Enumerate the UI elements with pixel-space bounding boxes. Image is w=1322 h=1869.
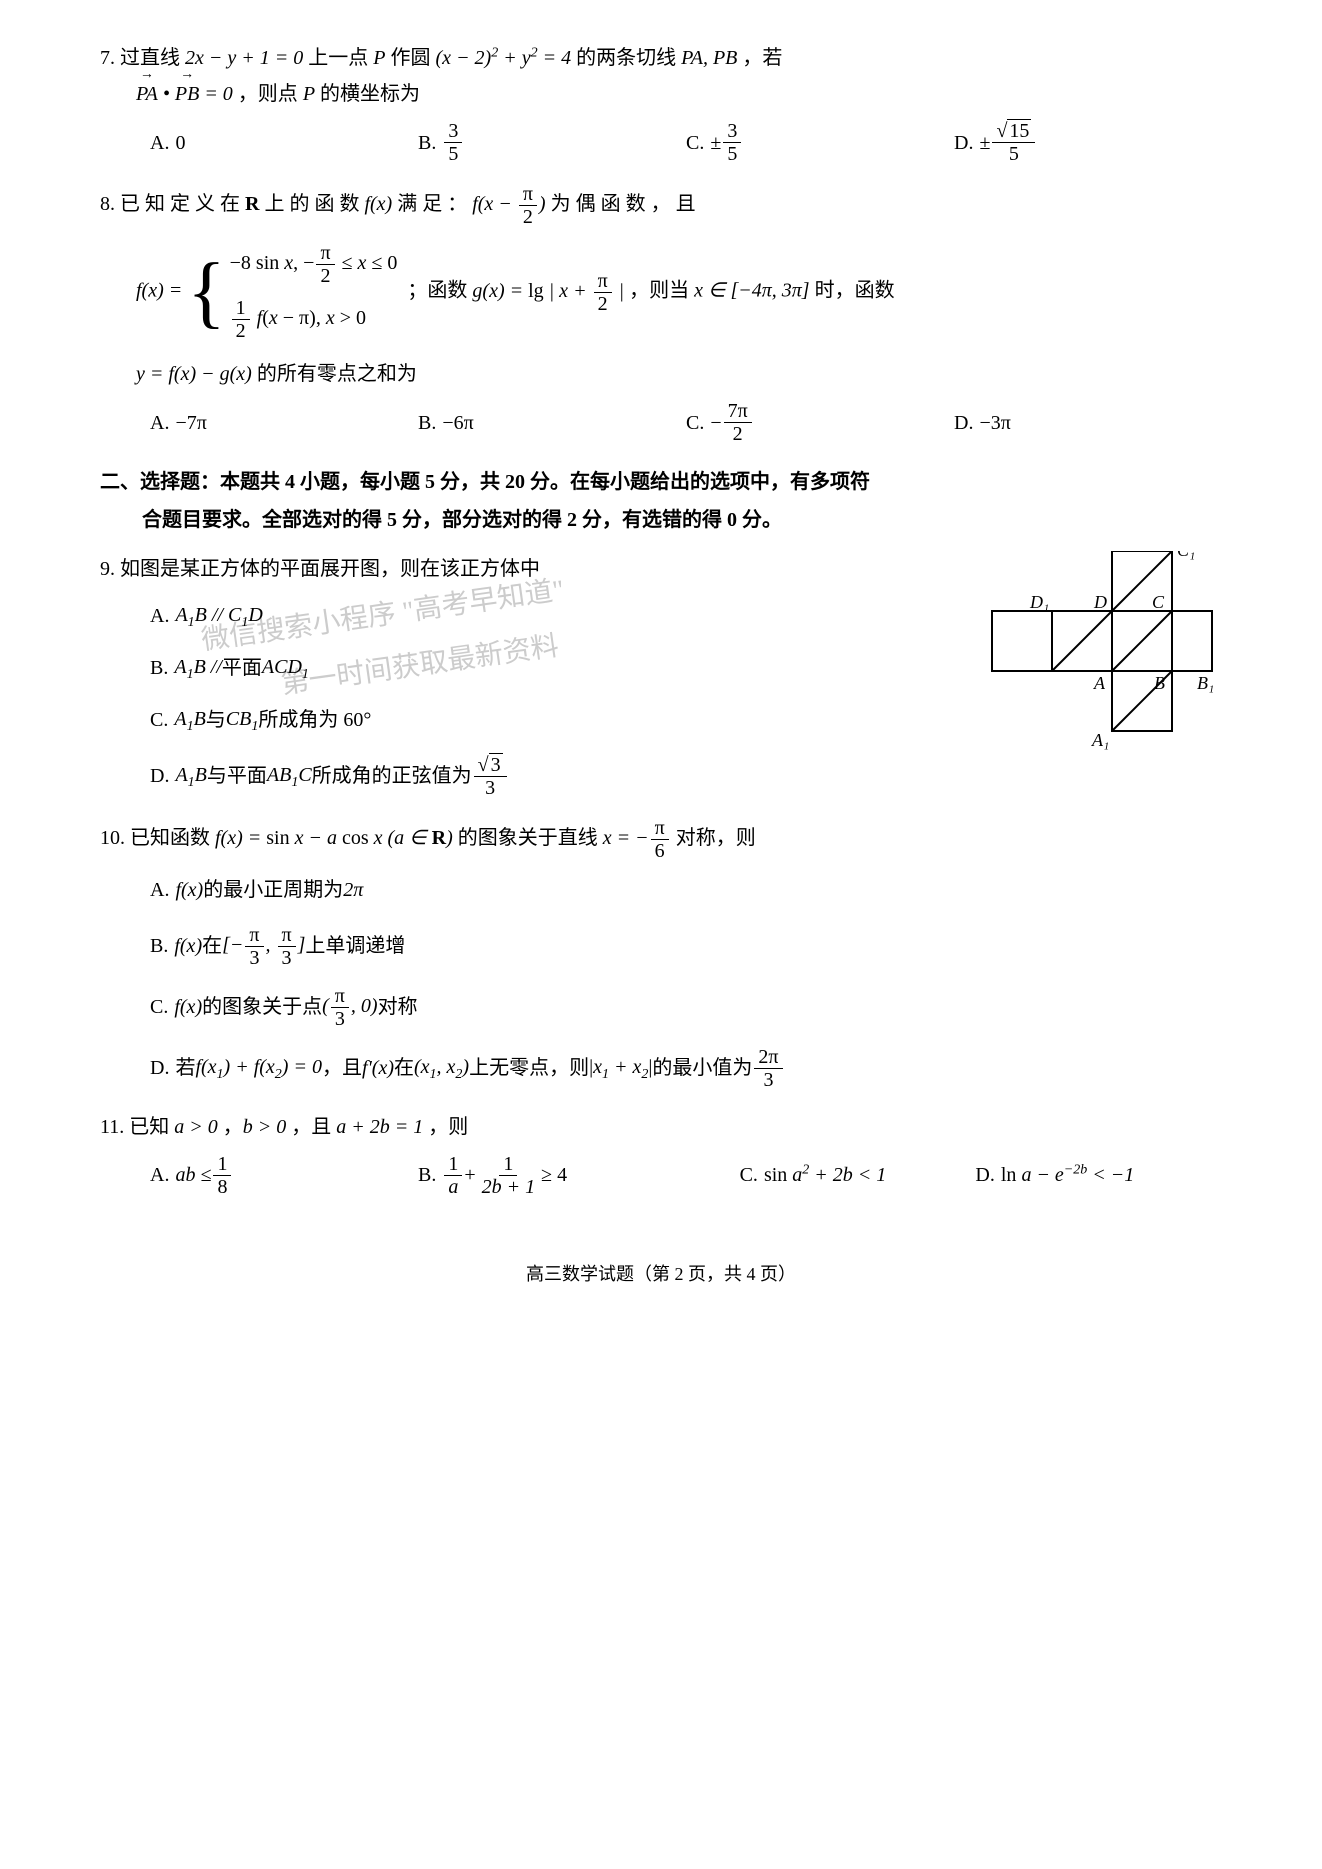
q8-stem-line1: 8. 已 知 定 义 在 R 上 的 函 数 f(x) 满 足 ： f(x − … [100,183,1222,228]
q7-option-c: C. ± 35 [686,120,954,165]
q9-option-c: C.A1B 与 CB1 所成角为 60° [150,701,912,739]
q11-option-c: C.sin a2 + 2b < 1 [740,1153,976,1198]
label-a1: A₁ [1091,730,1109,750]
q10-option-d: D.若 f(x1) + f(x2) = 0 ，且 f'(x) 在 (x1, x2… [150,1046,1222,1091]
label-c1: C₁ [1177,551,1195,560]
q7-option-d: D. ± 155 [954,120,1222,165]
q7-stem-line2: PA • PB = 0 ，则点 P 的横坐标为 [100,76,1222,112]
label-d: D [1093,592,1107,612]
question-7: 7. 过直线 2x − y + 1 = 0 上一点 P 作圆 (x − 2)2 … [100,40,1222,165]
q8-option-c: C. − 7π2 [686,400,954,445]
q11-option-d: D.ln a − e−2b < −1 [975,1153,1222,1198]
q9-option-d: D.A1B 与平面 AB1C 所成角的正弦值为 33 [150,754,912,799]
q7-number: 7. [100,47,115,69]
q8-piecewise: f(x) = { −8 sin x, −π2 ≤ x ≤ 0 12 f(x − … [100,242,1222,342]
q11-option-a: A.ab ≤ 18 [150,1153,418,1198]
question-8: 8. 已 知 定 义 在 R 上 的 函 数 f(x) 满 足 ： f(x − … [100,183,1222,445]
q8-option-b: B.−6π [418,400,686,445]
q7-option-b: B. 35 [418,120,686,165]
q10-stem: 10. 已知函数 f(x) = sin x − a cos x (a ∈ R) … [100,817,1222,862]
q7-options: A.0 B. 35 C. ± 35 D. ± 155 [100,120,1222,165]
label-a: A [1093,673,1106,693]
section-2-header: 二、选择题：本题共 4 小题，每小题 5 分，共 20 分。在每小题给出的选项中… [100,463,1222,539]
label-d1: D₁ [1029,592,1049,612]
label-b: B [1154,673,1165,693]
question-11: 11. 已知 a > 0 ，b > 0 ，且 a + 2b = 1 ，则 A.a… [100,1109,1222,1198]
label-c: C [1152,592,1165,612]
cube-net-svg: C₁ D₁ D C A B B₁ A₁ [922,551,1222,771]
q10-option-b: B.f(x) 在 [−π3, π3] 上单调递增 [150,924,1222,969]
q8-stem-line3: y = f(x) − g(x) 的所有零点之和为 [100,356,1222,392]
q8-option-a: A.−7π [150,400,418,445]
q8-options: A.−7π B.−6π C. − 7π2 D.−3π [100,400,1222,445]
q8-number: 8. [100,193,115,215]
q11-number: 11. [100,1116,124,1138]
q10-number: 10. [100,827,125,849]
q9-number: 9. [100,558,115,580]
q9-option-b: B.A1B // 平面 ACD1 [150,649,912,687]
question-9: 微信搜索小程序 "高考早知道" 第一时间获取最新资料 [100,551,1222,799]
question-10: 10. 已知函数 f(x) = sin x − a cos x (a ∈ R) … [100,817,1222,1091]
q10-option-c: C.f(x) 的图象关于点 (π3, 0) 对称 [150,985,1222,1030]
q7-stem: 7. 过直线 2x − y + 1 = 0 上一点 P 作圆 (x − 2)2 … [100,40,1222,76]
q8-option-d: D.−3π [954,400,1222,445]
q11-options: A.ab ≤ 18 B. 1a + 12b + 1 ≥ 4 C.sin a2 +… [100,1153,1222,1198]
q9-option-a: A.A1B // C1D [150,597,912,635]
label-b1: B₁ [1197,673,1214,693]
q9-figure: C₁ D₁ D C A B B₁ A₁ [922,551,1222,783]
page-footer: 高三数学试题（第 2 页，共 4 页） [100,1258,1222,1290]
q7-option-a: A.0 [150,120,418,165]
q10-option-a: A.f(x) 的最小正周期为 2π [150,872,1222,908]
q11-option-b: B. 1a + 12b + 1 ≥ 4 [418,1153,740,1198]
q11-stem: 11. 已知 a > 0 ，b > 0 ，且 a + 2b = 1 ，则 [100,1109,1222,1145]
